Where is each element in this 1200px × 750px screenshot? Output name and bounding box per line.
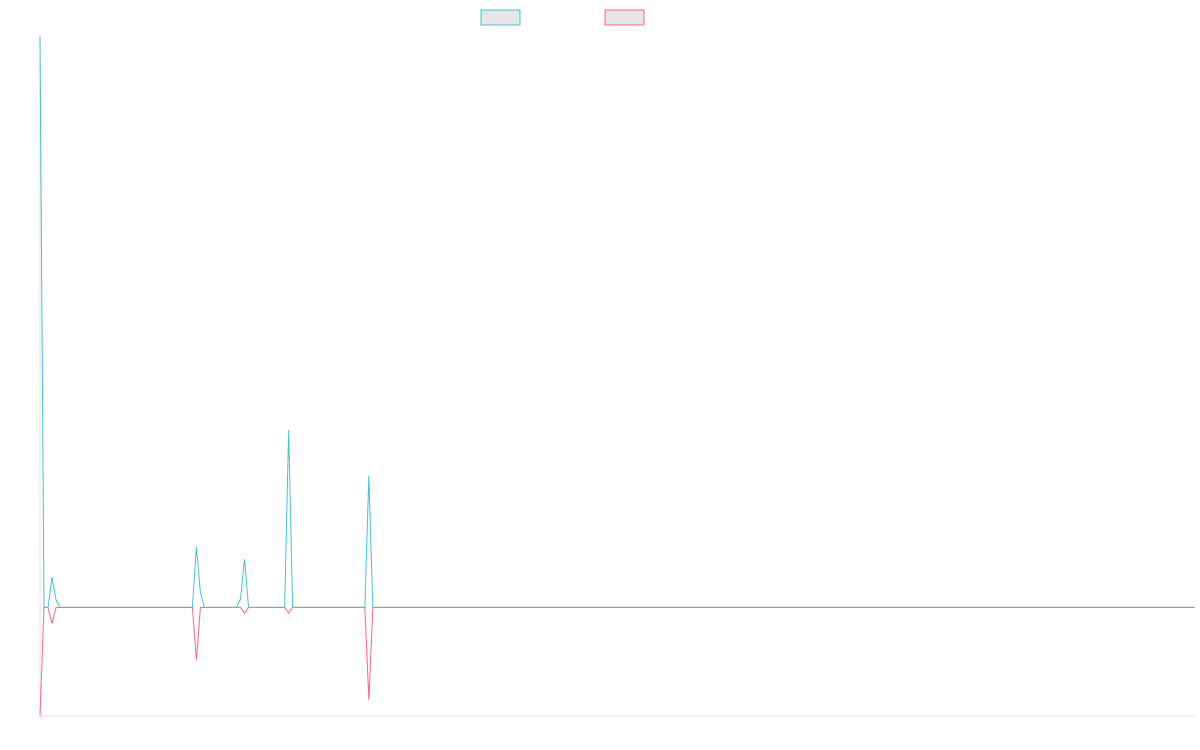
series-line-2 <box>39 606 1195 717</box>
series-line-1 <box>39 35 1195 608</box>
plot-area <box>39 35 1195 717</box>
legend[interactable] <box>480 9 645 26</box>
axes <box>39 36 1195 717</box>
legend-swatch-series-2[interactable] <box>604 9 645 26</box>
legend-swatch-series-1[interactable] <box>480 9 521 26</box>
